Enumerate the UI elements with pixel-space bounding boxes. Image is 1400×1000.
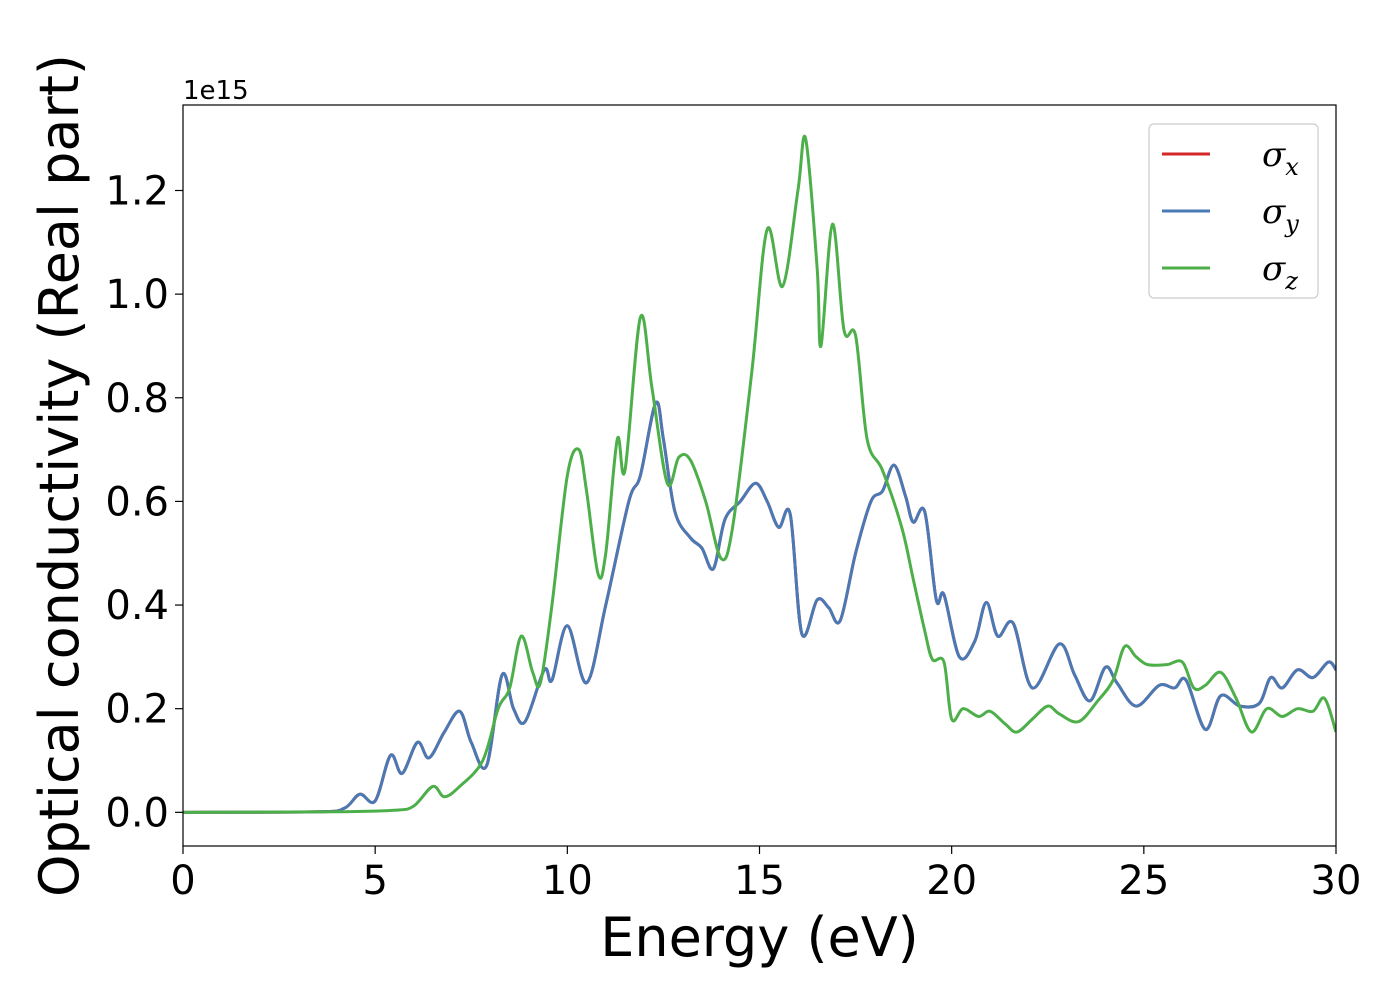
series-line-y xyxy=(183,400,1336,814)
series-line-z xyxy=(183,134,1336,814)
x-tick-label: 20 xyxy=(926,858,977,904)
x-tick-label: 15 xyxy=(734,858,785,904)
y-tick-label: 0.8 xyxy=(105,376,169,422)
y-axis-offset-label: 1e15 xyxy=(183,76,249,106)
legend-label: σx xyxy=(1262,135,1299,181)
legend-item-z: σz xyxy=(1162,249,1298,295)
legend-label: σz xyxy=(1262,249,1298,295)
y-tick-label: 0.4 xyxy=(105,583,169,629)
legend-box xyxy=(1148,123,1319,299)
y-tick-label: 0.6 xyxy=(105,479,169,525)
legend-symbol: σ xyxy=(1262,192,1286,232)
x-tick-label: 10 xyxy=(542,858,593,904)
legend-subscript: z xyxy=(1284,267,1298,295)
y-tick-label: 1.2 xyxy=(105,169,169,215)
legend-symbol: σ xyxy=(1262,135,1286,175)
legend-item-y: σy xyxy=(1162,192,1299,238)
y-tick-label: 0.2 xyxy=(105,687,169,733)
y-axis-title: Optical conductivity (Real part) xyxy=(28,54,91,897)
x-axis-ticks: 0 5 10 15 20 25 30 xyxy=(170,846,1361,904)
x-tick-label: 5 xyxy=(362,858,387,904)
series-layer xyxy=(183,134,1336,814)
x-tick-label: 25 xyxy=(1118,858,1169,904)
x-tick-label: 30 xyxy=(1311,858,1362,904)
y-axis-ticks: 0.0 0.2 0.4 0.6 0.8 1.0 1.2 xyxy=(105,169,183,836)
legend-symbol: σ xyxy=(1262,249,1286,289)
legend-label: σy xyxy=(1262,192,1299,238)
y-tick-label: 0.0 xyxy=(105,790,169,836)
legend-subscript: y xyxy=(1284,210,1299,238)
legend-item-x: σx xyxy=(1162,135,1299,181)
legend-subscript: x xyxy=(1285,153,1299,181)
x-axis-title: Energy (eV) xyxy=(600,906,919,969)
y-tick-label: 1.0 xyxy=(105,272,169,318)
x-tick-label: 0 xyxy=(170,858,195,904)
